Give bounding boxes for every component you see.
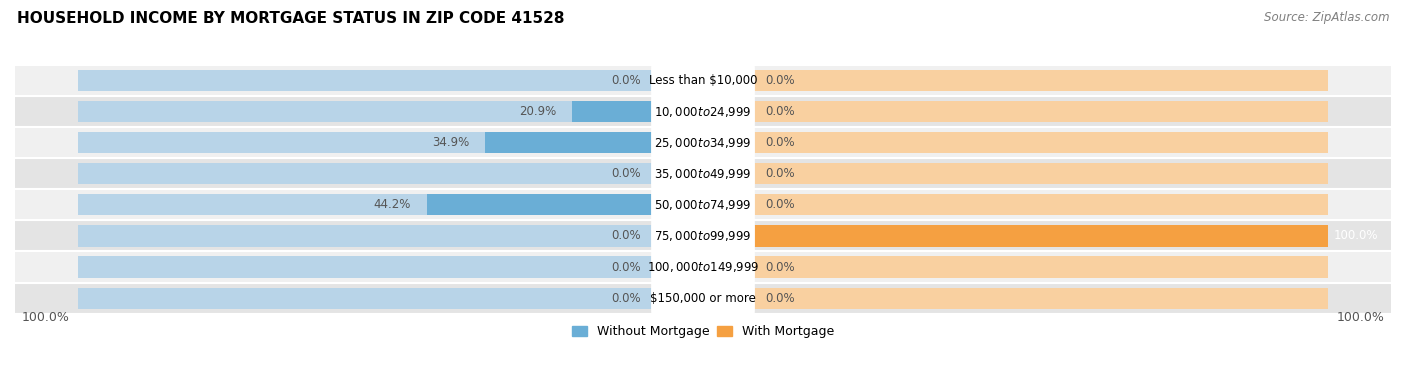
Text: 44.2%: 44.2% xyxy=(374,198,411,211)
Bar xyxy=(15,221,1391,251)
Text: $35,000 to $49,999: $35,000 to $49,999 xyxy=(654,167,752,181)
Text: HOUSEHOLD INCOME BY MORTGAGE STATUS IN ZIP CODE 41528: HOUSEHOLD INCOME BY MORTGAGE STATUS IN Z… xyxy=(17,11,564,26)
Bar xyxy=(15,65,1391,96)
Bar xyxy=(703,101,1329,122)
Bar xyxy=(426,194,703,215)
Text: Source: ZipAtlas.com: Source: ZipAtlas.com xyxy=(1264,11,1389,24)
Bar xyxy=(703,256,1329,277)
FancyBboxPatch shape xyxy=(651,217,755,255)
Bar xyxy=(15,283,1391,314)
Text: 0.0%: 0.0% xyxy=(765,136,796,149)
FancyBboxPatch shape xyxy=(651,92,755,131)
Text: 0.0%: 0.0% xyxy=(765,74,796,87)
Bar xyxy=(703,70,1329,91)
Bar xyxy=(77,194,703,215)
Text: 0.0%: 0.0% xyxy=(610,230,641,242)
Bar xyxy=(15,158,1391,189)
Bar xyxy=(77,101,703,122)
FancyBboxPatch shape xyxy=(651,248,755,286)
Bar xyxy=(703,225,1329,247)
Text: $25,000 to $34,999: $25,000 to $34,999 xyxy=(654,136,752,150)
Bar xyxy=(703,163,1329,184)
Legend: Without Mortgage, With Mortgage: Without Mortgage, With Mortgage xyxy=(567,320,839,343)
Bar xyxy=(703,288,1329,309)
Text: 34.9%: 34.9% xyxy=(432,136,470,149)
Bar xyxy=(77,256,703,277)
Text: 0.0%: 0.0% xyxy=(765,105,796,118)
Text: 100.0%: 100.0% xyxy=(1334,230,1378,242)
Text: Less than $10,000: Less than $10,000 xyxy=(648,74,758,87)
FancyBboxPatch shape xyxy=(651,155,755,193)
Text: 0.0%: 0.0% xyxy=(765,261,796,274)
Text: $75,000 to $99,999: $75,000 to $99,999 xyxy=(654,229,752,243)
Text: 100.0%: 100.0% xyxy=(1337,311,1385,324)
FancyBboxPatch shape xyxy=(651,61,755,100)
Bar xyxy=(703,132,1329,153)
Text: 20.9%: 20.9% xyxy=(519,105,557,118)
Bar xyxy=(15,189,1391,221)
Bar xyxy=(572,101,703,122)
Bar xyxy=(77,70,703,91)
Text: 100.0%: 100.0% xyxy=(21,311,69,324)
Bar xyxy=(703,194,1329,215)
Bar xyxy=(77,225,703,247)
Text: 0.0%: 0.0% xyxy=(765,292,796,305)
Bar xyxy=(15,127,1391,158)
Text: $150,000 or more: $150,000 or more xyxy=(650,292,756,305)
Text: 0.0%: 0.0% xyxy=(610,261,641,274)
Text: 0.0%: 0.0% xyxy=(610,167,641,180)
Bar xyxy=(703,225,1329,247)
Text: $10,000 to $24,999: $10,000 to $24,999 xyxy=(654,104,752,118)
FancyBboxPatch shape xyxy=(651,279,755,317)
Text: 0.0%: 0.0% xyxy=(610,74,641,87)
Bar xyxy=(15,251,1391,283)
Bar xyxy=(77,288,703,309)
Text: 0.0%: 0.0% xyxy=(610,292,641,305)
Bar xyxy=(77,132,703,153)
FancyBboxPatch shape xyxy=(651,123,755,162)
FancyBboxPatch shape xyxy=(651,185,755,224)
Text: $100,000 to $149,999: $100,000 to $149,999 xyxy=(647,260,759,274)
Text: 0.0%: 0.0% xyxy=(765,167,796,180)
Bar xyxy=(15,96,1391,127)
Bar xyxy=(485,132,703,153)
Bar xyxy=(77,163,703,184)
Text: 0.0%: 0.0% xyxy=(765,198,796,211)
Text: $50,000 to $74,999: $50,000 to $74,999 xyxy=(654,198,752,212)
